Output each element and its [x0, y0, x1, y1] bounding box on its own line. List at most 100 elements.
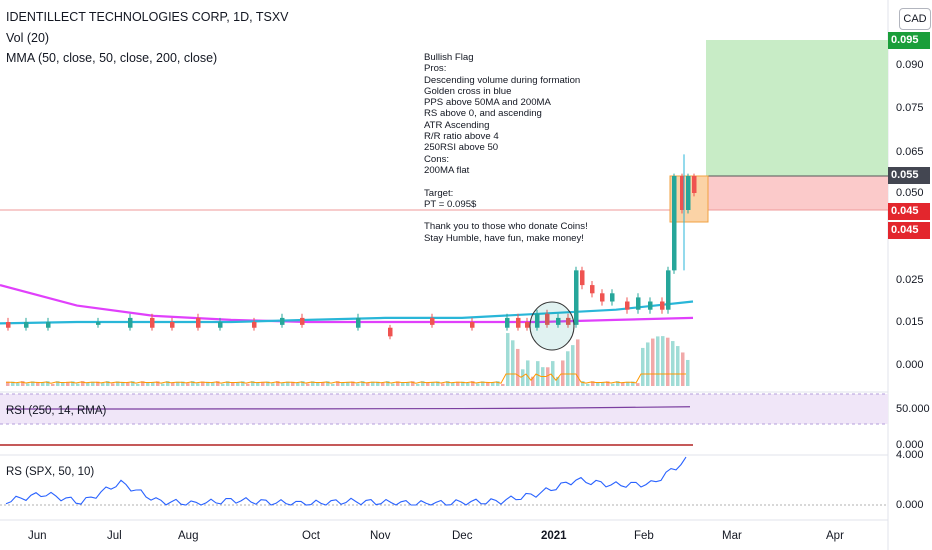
volume-bar — [71, 381, 75, 386]
target-zone — [706, 40, 888, 176]
annotation-note[interactable]: Bullish Flag Pros: Descending volume durin… — [424, 52, 588, 244]
volume-bar — [291, 381, 295, 386]
price-tick: 0.075 — [896, 102, 924, 114]
volume-bar — [616, 381, 620, 386]
volume-bar — [281, 383, 285, 386]
volume-bar — [341, 382, 345, 386]
volume-bar — [441, 383, 445, 386]
note-line: PPS above 50MA and 200MA — [424, 97, 551, 109]
price-tick: 0.000 — [896, 359, 924, 371]
note-line: Pros: — [424, 63, 447, 75]
candle-body — [170, 322, 175, 328]
volume-bar — [16, 382, 20, 386]
volume-bar — [106, 381, 110, 386]
time-tick: Feb — [634, 530, 654, 542]
volume-bar — [381, 382, 385, 386]
rsi-line — [6, 406, 691, 410]
volume-bar — [581, 381, 585, 386]
volume-bar — [511, 340, 515, 386]
time-tick: Nov — [370, 530, 391, 542]
volume-bar — [156, 381, 160, 386]
volume-bar — [456, 381, 460, 386]
volume-bar — [411, 381, 415, 386]
currency-button[interactable]: CAD — [899, 8, 931, 30]
volume-bar — [26, 383, 30, 386]
volume-bar — [306, 383, 310, 386]
volume-bar — [171, 382, 175, 386]
volume-bar — [126, 382, 130, 386]
volume-bar — [41, 382, 45, 386]
volume-bar — [191, 381, 195, 386]
volume-legend[interactable]: Vol (20) — [6, 31, 50, 45]
candle-body — [686, 176, 691, 210]
volume-bar — [646, 342, 650, 386]
volume-bar — [301, 381, 305, 386]
note-line: Descending volume during formation — [424, 74, 581, 86]
volume-bar — [201, 381, 205, 386]
volume-ma-line — [5, 373, 686, 384]
volume-bar — [376, 381, 380, 386]
note-line: Bullish Flag — [424, 52, 474, 63]
candle-body — [625, 301, 630, 310]
mma-legend[interactable]: MMA (50, close, 50, close, 200, close) — [6, 51, 218, 65]
volume-bar — [21, 381, 25, 386]
volume-bar — [146, 382, 150, 386]
last-price-tag: 0.055 — [888, 167, 930, 184]
candle-body — [388, 327, 393, 337]
time-tick: Jul — [107, 530, 122, 542]
volume-bar — [606, 381, 610, 386]
volume-bar — [621, 382, 625, 386]
note-line: 250RSI above 50 — [424, 142, 499, 154]
volume-bar — [181, 381, 185, 386]
volume-bar — [626, 381, 630, 386]
rs-legend[interactable]: RS (SPX, 50, 10) — [6, 466, 95, 478]
volume-bar — [371, 381, 375, 386]
volume-bar — [331, 383, 335, 386]
volume-bar — [571, 345, 575, 386]
volume-bar — [466, 382, 470, 386]
volume-bar — [601, 382, 605, 386]
volume-bar — [31, 381, 35, 386]
candle-body — [680, 176, 685, 210]
note-line: Stay Humble, have fun, make money! — [424, 232, 584, 244]
volume-bar — [486, 381, 490, 386]
volume-bar — [286, 381, 290, 386]
volume-bar — [261, 381, 265, 386]
candle-body — [196, 317, 201, 328]
volume-bar — [81, 381, 85, 386]
note-line: RS above 0, and ascending — [424, 108, 542, 120]
volume-bar — [251, 381, 255, 386]
volume-bar — [141, 381, 145, 386]
volume-bar — [241, 381, 245, 386]
volume-bar — [46, 381, 50, 386]
price-tick: 0.090 — [896, 59, 924, 71]
volume-bar — [661, 336, 665, 386]
volume-bar — [636, 383, 640, 386]
volume-bar — [256, 382, 260, 386]
volume-bar — [356, 383, 360, 386]
price-tick: 0.050 — [896, 187, 924, 199]
note-line — [424, 176, 588, 187]
volume-bar — [421, 381, 425, 386]
volume-bar — [131, 381, 135, 386]
volume-bar — [221, 383, 225, 386]
volume-bar — [681, 352, 685, 386]
volume-bar — [226, 381, 230, 386]
note-line: 200MA flat — [424, 164, 470, 176]
volume-bar — [11, 381, 15, 386]
stop-price-tag-2: 0.045 — [888, 222, 930, 239]
rsi-legend[interactable]: RSI (250, 14, RMA) — [6, 405, 107, 417]
price-tick: 0.015 — [896, 316, 924, 328]
candle-body — [24, 322, 29, 328]
volume-bar — [631, 381, 635, 386]
note-line: Cons: — [424, 153, 450, 165]
chart-title[interactable]: IDENTILLECT TECHNOLOGIES CORP, 1D, TSXV — [6, 10, 289, 24]
candle-body — [128, 317, 133, 328]
volume-bar — [566, 351, 570, 386]
volume-bar — [176, 381, 180, 386]
candle-body — [672, 176, 677, 271]
volume-bar — [641, 347, 645, 386]
candle-body — [545, 313, 550, 325]
note-line: Golden cross in blue — [424, 85, 512, 97]
